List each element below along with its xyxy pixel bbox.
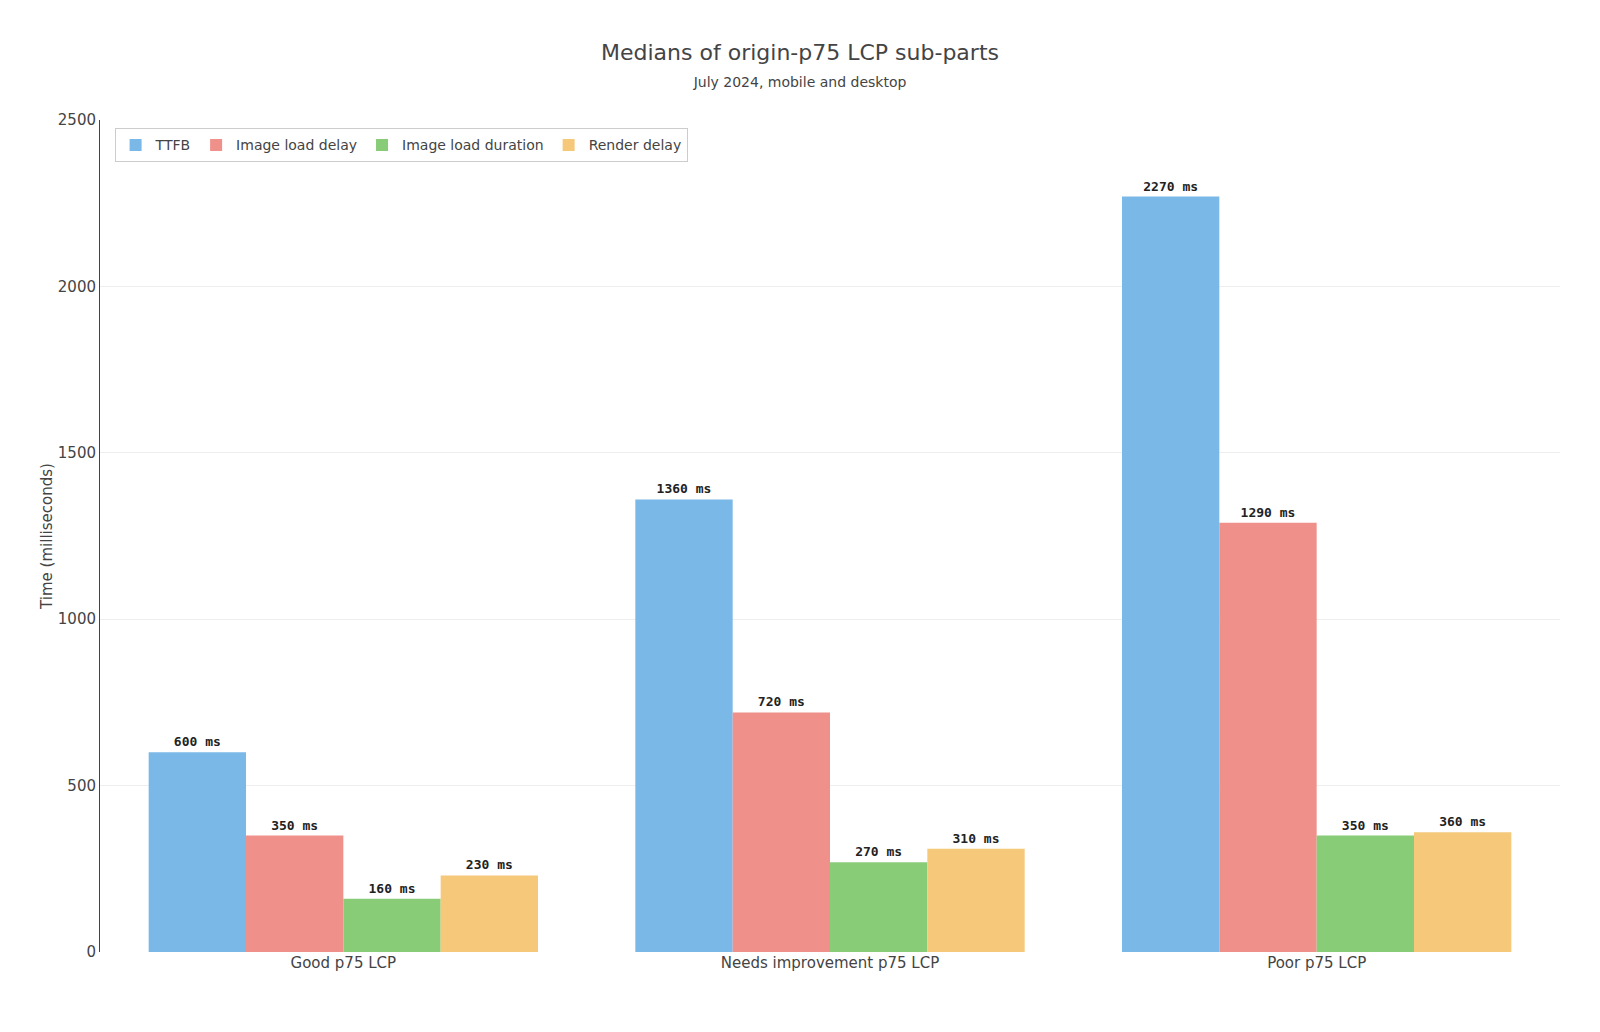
- svg-text:Medians of origin-p75 LCP sub-: Medians of origin-p75 LCP sub-parts: [601, 40, 999, 65]
- svg-text:230 ms: 230 ms: [466, 857, 513, 872]
- svg-text:Render delay: Render delay: [589, 137, 682, 153]
- svg-text:310 ms: 310 ms: [953, 831, 1000, 846]
- svg-text:Poor p75 LCP: Poor p75 LCP: [1267, 954, 1366, 972]
- svg-text:Image load duration: Image load duration: [402, 137, 544, 153]
- svg-text:TTFB: TTFB: [155, 137, 191, 153]
- svg-text:2500: 2500: [58, 111, 96, 129]
- svg-text:350 ms: 350 ms: [1342, 818, 1389, 833]
- svg-text:2270 ms: 2270 ms: [1143, 179, 1198, 194]
- svg-text:160 ms: 160 ms: [369, 881, 416, 896]
- svg-text:Image load delay: Image load delay: [236, 137, 357, 153]
- svg-text:1290 ms: 1290 ms: [1241, 505, 1296, 520]
- svg-text:Needs improvement p75 LCP: Needs improvement p75 LCP: [721, 954, 939, 972]
- svg-text:Time (milliseconds): Time (milliseconds): [38, 463, 56, 610]
- svg-text:500: 500: [67, 777, 96, 795]
- svg-text:1500: 1500: [58, 444, 96, 462]
- svg-text:720 ms: 720 ms: [758, 694, 805, 709]
- svg-text:0: 0: [86, 943, 96, 961]
- svg-text:July 2024, mobile and desktop: July 2024, mobile and desktop: [693, 74, 907, 90]
- svg-text:2000: 2000: [58, 278, 96, 296]
- svg-text:360 ms: 360 ms: [1439, 814, 1486, 829]
- svg-text:270 ms: 270 ms: [855, 844, 902, 859]
- svg-text:1360 ms: 1360 ms: [657, 481, 712, 496]
- svg-text:600 ms: 600 ms: [174, 734, 221, 749]
- svg-text:350 ms: 350 ms: [271, 818, 318, 833]
- svg-text:Good p75 LCP: Good p75 LCP: [291, 954, 397, 972]
- svg-text:1000: 1000: [58, 610, 96, 628]
